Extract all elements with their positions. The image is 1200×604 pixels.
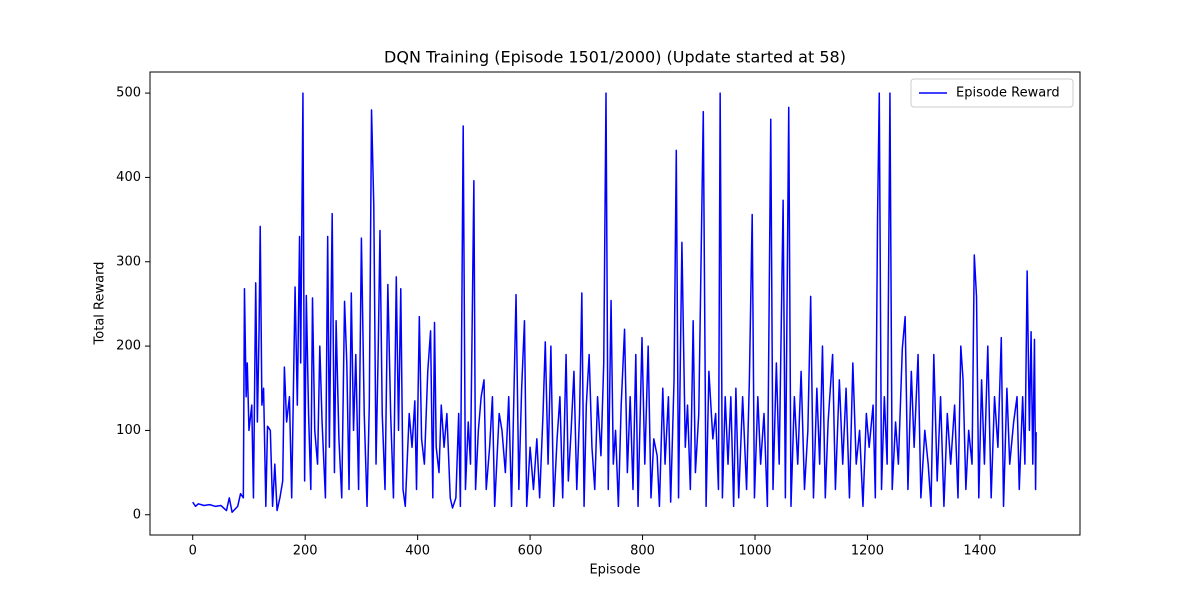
x-axis-label: Episode	[589, 563, 640, 578]
x-tick-label: 1400	[963, 544, 996, 559]
legend-label: Episode Reward	[956, 86, 1060, 101]
y-tick-label: 500	[116, 86, 141, 101]
y-tick-label: 100	[116, 423, 141, 438]
legend-box	[910, 78, 1074, 108]
chart-title: DQN Training (Episode 1501/2000) (Update…	[384, 48, 846, 67]
x-tick-label: 0	[189, 544, 197, 559]
x-tick-label: 200	[293, 544, 318, 559]
y-axis-label: Total Reward	[93, 262, 108, 346]
x-tick-label: 600	[518, 544, 543, 559]
data-line	[192, 92, 1037, 513]
y-tick-label: 400	[116, 170, 141, 185]
y-tick-label: 300	[116, 254, 141, 269]
x-tick-label: 400	[405, 544, 430, 559]
y-tick-label: 200	[116, 339, 141, 354]
x-tick-label: 1000	[738, 544, 771, 559]
axes-frame	[149, 71, 1081, 536]
y-tick-label: 0	[133, 507, 141, 522]
x-tick-label: 800	[630, 544, 655, 559]
x-tick-label: 1200	[851, 544, 884, 559]
